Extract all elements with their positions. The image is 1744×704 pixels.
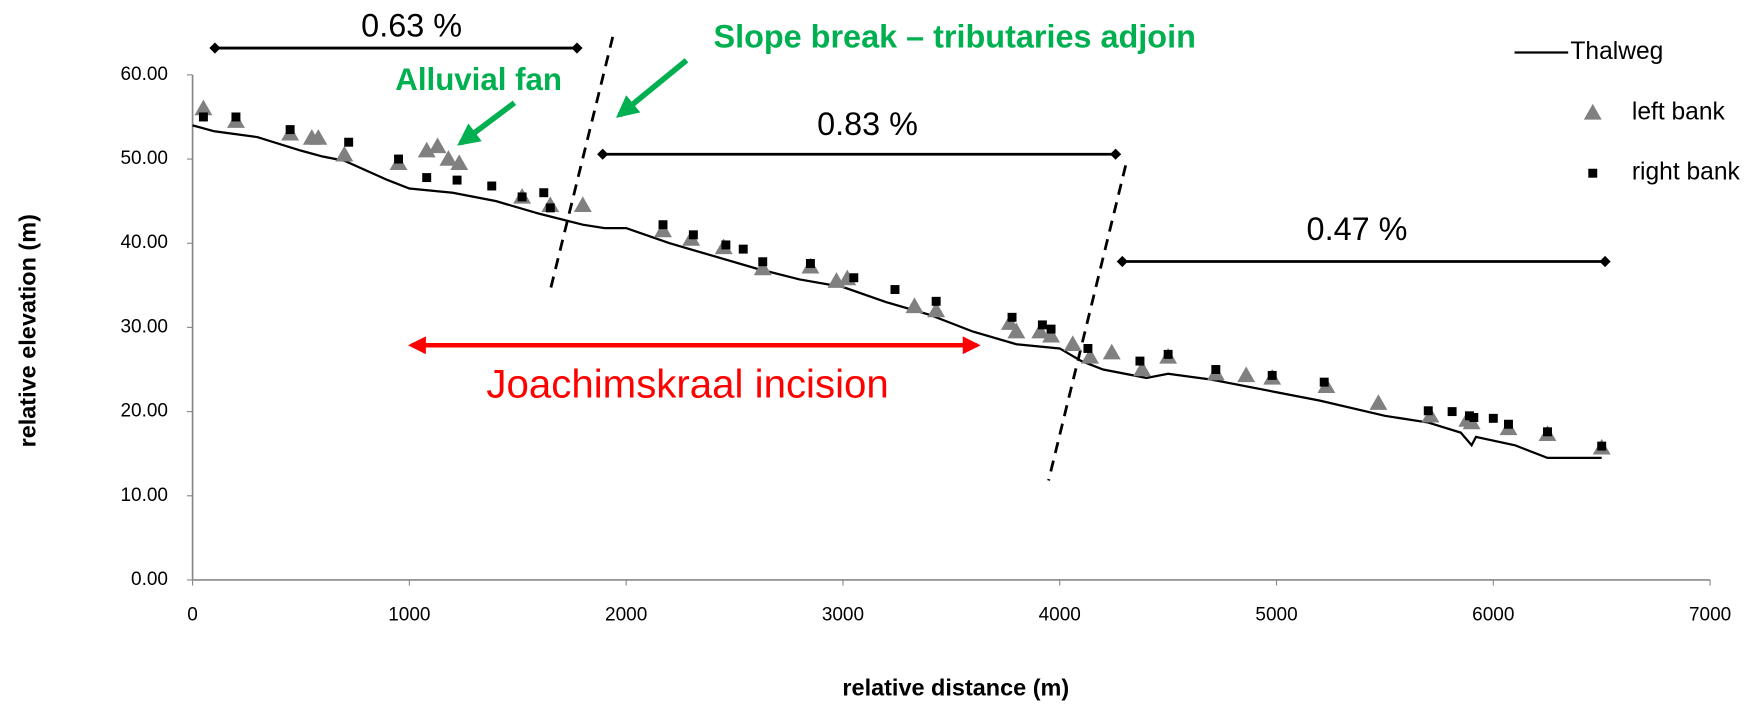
right-bank-point xyxy=(1597,441,1607,451)
x-tick-label: 2000 xyxy=(605,605,647,626)
annotation: Joachimskraal incision xyxy=(486,361,888,406)
right-bank-point xyxy=(539,188,549,198)
left-bank-point xyxy=(927,301,946,318)
arrow xyxy=(615,58,689,118)
right-bank-point xyxy=(1488,413,1498,423)
right-bank-point xyxy=(1083,343,1093,353)
right-bank-point xyxy=(517,192,527,202)
right-bank-point xyxy=(452,175,462,185)
right-bank-point xyxy=(805,258,815,268)
annotation: Alluvial fan xyxy=(395,62,562,97)
right-bank-point xyxy=(344,137,354,147)
left-bank-point xyxy=(194,99,213,116)
left-bank-point xyxy=(1237,366,1256,383)
annotation: 0.83 % xyxy=(817,106,918,142)
right-bank-point xyxy=(1163,349,1173,359)
annotations xyxy=(209,36,1611,481)
annotation: 0.63 % xyxy=(361,7,462,43)
left-bank-point xyxy=(309,129,328,145)
slope-break-line xyxy=(1047,165,1128,481)
x-tick-label: 0 xyxy=(187,605,198,626)
x-tick-label: 6000 xyxy=(1472,605,1514,626)
left-bank-point xyxy=(573,196,592,213)
right-bank-point xyxy=(1007,312,1017,322)
left-bank-point xyxy=(1133,360,1152,377)
left-bank-point xyxy=(1042,326,1061,343)
x-axis-label: relative distance (m) xyxy=(842,675,1069,701)
legend-swatch xyxy=(1583,103,1602,120)
x-tick-label: 4000 xyxy=(1039,605,1081,626)
right-bank-point xyxy=(931,296,941,306)
right-bank-point xyxy=(890,285,900,295)
left-bank-point xyxy=(417,141,436,158)
right-bank-point xyxy=(1319,377,1329,387)
legend-swatch xyxy=(1588,168,1598,178)
right-bank-point xyxy=(1046,324,1056,334)
legend-label: right bank xyxy=(1632,159,1741,186)
right-bank-point xyxy=(758,257,768,267)
left-bank-point xyxy=(450,154,469,170)
left-bank-point xyxy=(1081,347,1100,364)
left-bank-point xyxy=(1007,322,1026,339)
left-bank-point xyxy=(654,221,672,238)
y-tick-label: 0.00 xyxy=(131,569,168,590)
legend-label: left bank xyxy=(1632,98,1726,125)
arrow xyxy=(457,100,517,146)
x-tick-label: 7000 xyxy=(1689,605,1731,626)
right-bank-point xyxy=(1447,407,1457,417)
right-bank-point xyxy=(721,240,731,250)
right-bank-point xyxy=(545,203,555,213)
right-bank-point xyxy=(487,181,497,191)
right-bank-point xyxy=(231,112,241,122)
right-bank-point xyxy=(1211,365,1221,374)
right-bank-point xyxy=(658,220,668,230)
left-bank-point xyxy=(335,145,354,162)
left-bank-point xyxy=(1063,335,1082,351)
right-bank-point xyxy=(1423,406,1433,416)
y-tick-label: 20.00 xyxy=(120,401,168,422)
right-bank-point xyxy=(285,125,295,135)
right-bank-point xyxy=(1037,320,1047,330)
y-tick-label: 40.00 xyxy=(120,232,168,253)
left-bank-point xyxy=(905,297,924,314)
legend-label: Thalweg xyxy=(1570,38,1663,65)
right-bank-point xyxy=(394,154,404,164)
x-tick-label: 3000 xyxy=(822,605,864,626)
left-bank-point xyxy=(428,137,447,154)
left-bank-point xyxy=(439,150,458,166)
right-bank-point xyxy=(1543,427,1552,437)
y-axis-label: relative elevation (m) xyxy=(15,214,41,447)
y-tick-label: 30.00 xyxy=(120,316,168,337)
y-tick-label: 60.00 xyxy=(120,64,168,85)
thalweg-line xyxy=(192,124,1602,460)
left-bank-point xyxy=(1000,314,1019,330)
right-bank-point xyxy=(422,173,432,183)
right-bank-point xyxy=(849,273,859,283)
y-tick-label: 10.00 xyxy=(120,485,168,506)
x-tick-label: 1000 xyxy=(388,605,430,626)
right-bank-point xyxy=(688,230,698,240)
slope-break-line xyxy=(548,36,615,291)
annotation: 0.47 % xyxy=(1307,211,1408,247)
left-bank-point xyxy=(1102,343,1121,360)
right-bank-point xyxy=(738,244,748,254)
right-bank-point xyxy=(1469,413,1479,422)
y-tick-label: 50.00 xyxy=(120,148,168,169)
right-bank-point xyxy=(198,112,208,122)
annotation: Slope break – tributaries adjoin xyxy=(713,19,1195,55)
left-bank-point xyxy=(1369,394,1388,410)
left-bank-point xyxy=(753,259,772,276)
right-bank-point xyxy=(1267,370,1277,380)
x-tick-label: 5000 xyxy=(1255,605,1297,626)
left-bank-point xyxy=(1031,322,1050,339)
right-bank-point xyxy=(1135,356,1145,366)
right-bank-point xyxy=(1504,419,1513,429)
